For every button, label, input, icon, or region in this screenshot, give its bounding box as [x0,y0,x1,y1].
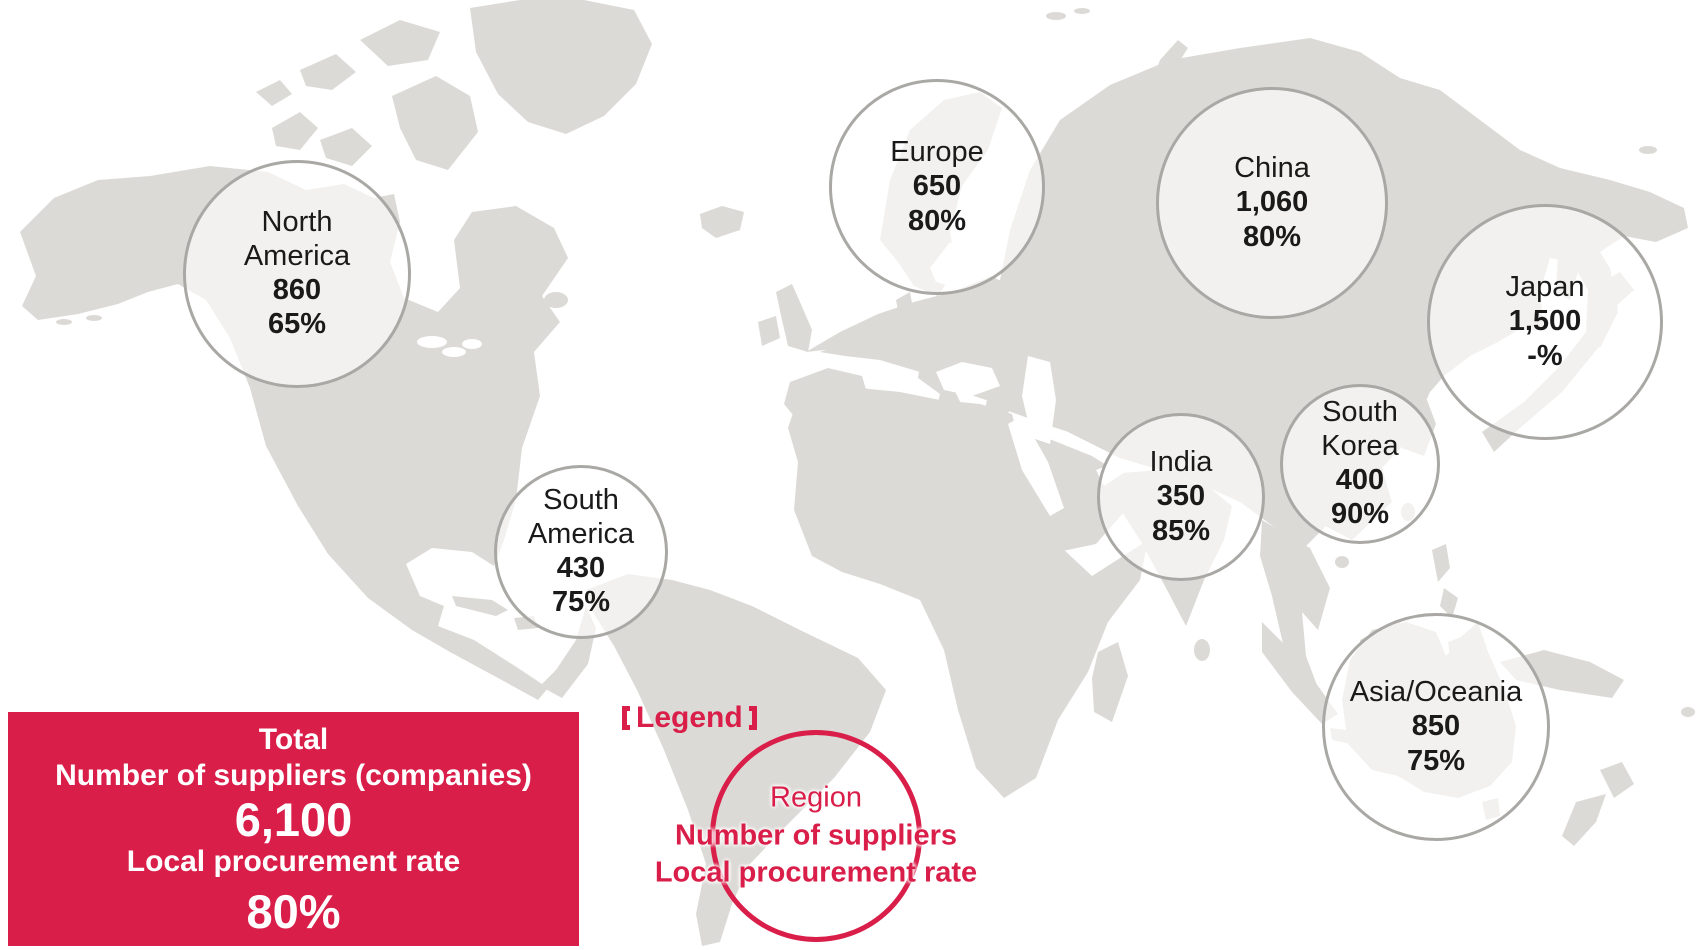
legend-suppliers-line: Number of suppliers [675,819,957,852]
region-bubble-south-korea: South Korea 400 90% [1280,384,1440,544]
region-suppliers: 860 [272,274,322,307]
total-summary-box: Total Number of suppliers (companies) 6,… [8,712,579,946]
region-rate: 85% [1151,514,1211,547]
region-suppliers: 400 [1335,464,1385,497]
region-suppliers: 430 [556,552,606,585]
region-bubble-asia-oceania: Asia/Oceania 850 75% [1322,613,1550,841]
total-suppliers-value: 6,100 [234,792,353,846]
region-suppliers: 350 [1156,480,1206,513]
legend-region-line: Region [770,781,862,814]
region-bubble-japan: Japan 1,500 -% [1427,204,1663,440]
region-rate: 80% [907,204,967,237]
total-title: Total [258,722,329,756]
region-rate: 75% [551,586,611,619]
region-name: South Korea [1321,396,1399,462]
lenticular-bracket-left-icon [622,705,630,730]
region-rate: 75% [1406,744,1466,777]
region-suppliers: 650 [912,170,962,203]
legend-title-text: Legend [636,701,743,734]
continent-africa [788,388,1148,798]
continent-north-america [20,0,652,700]
region-bubble-europe: Europe 650 80% [829,79,1045,295]
region-rate: -% [1527,339,1563,372]
legend-bubble: Region Number of suppliers Local procure… [655,730,977,942]
legend-rate-line: Local procurement rate [654,856,978,889]
legend-ring-icon [710,730,922,942]
total-rate-label: Local procurement rate [126,845,461,879]
total-suppliers-label: Number of suppliers (companies) [55,759,532,793]
region-bubble-china: China 1,060 80% [1156,87,1388,319]
region-suppliers: 850 [1411,710,1461,743]
region-rate: 80% [1242,220,1302,253]
region-rate: 65% [267,308,327,341]
continent-south-america [586,574,886,946]
region-name: China [1234,152,1310,185]
region-name: Japan [1505,271,1585,304]
region-suppliers: 1,060 [1235,186,1309,219]
region-name: Europe [890,136,984,169]
total-rate-value: 80% [246,884,341,938]
region-name: Asia/Oceania [1349,676,1523,709]
lenticular-bracket-right-icon [748,705,757,730]
region-name: South America [527,484,635,550]
region-suppliers: 1,500 [1508,305,1582,338]
region-bubble-india: India 350 85% [1097,413,1265,581]
region-rate: 90% [1330,498,1390,531]
legend-title: Legend [622,701,757,734]
region-bubble-south-america: South America 430 75% [494,465,668,639]
region-name: North America [243,206,351,272]
legend-lines: Region Number of suppliers Local procure… [636,779,996,892]
region-bubble-north-america: North America 860 65% [183,160,411,388]
region-name: India [1149,446,1213,479]
